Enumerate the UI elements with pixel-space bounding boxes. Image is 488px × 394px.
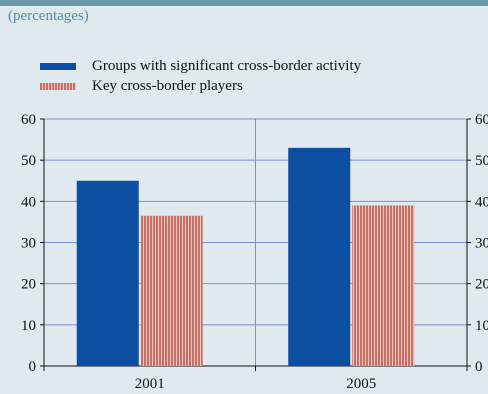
legend-swatch-series-1 [40, 62, 76, 70]
header-band [0, 0, 488, 6]
legend-item-series-2: Key cross-border players [40, 76, 361, 96]
y-tick-label-right-50: 50 [475, 153, 488, 169]
y-tick-label-left-60: 60 [21, 112, 36, 128]
y-tick-label-left-50: 50 [21, 153, 36, 169]
y-tick-label-left-30: 30 [21, 236, 36, 252]
legend-label-series-1: Groups with significant cross-border act… [92, 57, 362, 74]
y-tick-label-right-30: 30 [475, 236, 488, 252]
chart-subtitle: (percentages) [8, 8, 89, 24]
y-tick-label-right-40: 40 [475, 194, 488, 210]
bar-series-2-2001 [140, 215, 203, 366]
x-tick-label-2005: 2005 [346, 376, 376, 392]
bar-series-2-2005 [352, 205, 415, 366]
y-tick-label-left-20: 20 [21, 277, 36, 293]
y-tick-label-right-20: 20 [475, 277, 488, 293]
x-tick-label-2001: 2001 [135, 376, 165, 392]
y-tick-label-left-0: 0 [29, 359, 37, 375]
y-tick-label-left-40: 40 [21, 194, 36, 210]
legend-swatch-series-2 [40, 82, 76, 90]
y-tick-label-right-10: 10 [475, 318, 488, 334]
bar-series-1-2005 [288, 147, 351, 366]
legend-label-series-2: Key cross-border players [92, 77, 243, 94]
y-tick-label-left-10: 10 [21, 318, 36, 334]
y-tick-label-right-60: 60 [475, 112, 488, 128]
y-tick-label-right-0: 0 [475, 359, 483, 375]
legend-item-series-1: Groups with significant cross-border act… [40, 56, 361, 76]
bar-series-1-2001 [76, 180, 139, 366]
legend: Groups with significant cross-border act… [40, 56, 361, 96]
